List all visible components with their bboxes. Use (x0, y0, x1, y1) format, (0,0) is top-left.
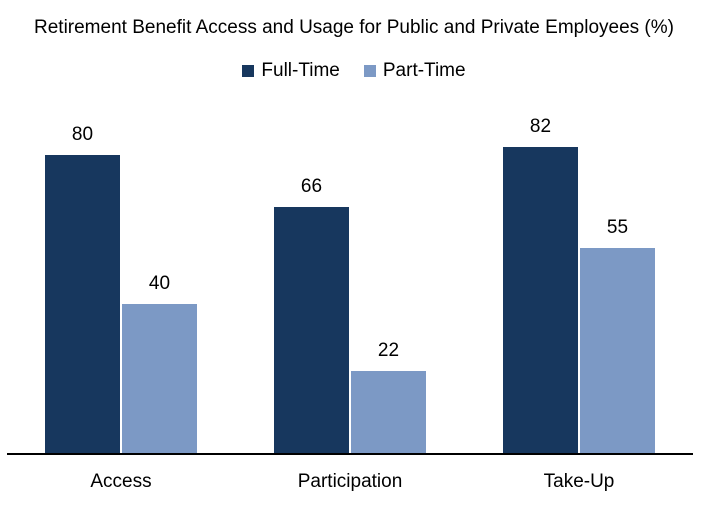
bar-groups: 80 40 66 22 82 55 (7, 80, 693, 453)
bar-part-time-take-up: 55 (580, 217, 655, 453)
bar-part-time-participation: 22 (351, 340, 426, 453)
data-label-part-time-participation: 22 (377, 340, 400, 361)
bar-group-take-up: 82 55 (503, 116, 655, 453)
category-label-access: Access (90, 471, 152, 492)
bar-group-access: 80 40 (45, 124, 197, 453)
bar-group-participation: 66 22 (274, 176, 426, 453)
bar-part-time-access: 40 (122, 273, 197, 453)
data-label-part-time-access: 40 (148, 273, 171, 294)
legend-item-part-time: Part-Time (363, 60, 466, 82)
category-label-participation: Participation (297, 471, 403, 492)
chart-title: Retirement Benefit Access and Usage for … (34, 17, 674, 38)
legend-label: Full-Time (261, 60, 340, 81)
data-label-full-time-participation: 66 (300, 176, 323, 197)
bar-full-time-participation: 66 (274, 176, 349, 453)
data-label-full-time-take-up: 82 (529, 116, 552, 137)
legend-item-full-time: Full-Time (242, 60, 340, 82)
legend-swatch-icon (242, 65, 255, 77)
category-label-take-up: Take-Up (543, 471, 615, 492)
data-label-full-time-access: 80 (71, 124, 94, 145)
legend: Full-Time Part-Time (0, 60, 708, 82)
bar-full-time-access: 80 (45, 124, 120, 453)
bar-full-time-take-up: 82 (503, 116, 578, 453)
category-axis: Access Participation Take-Up (7, 471, 693, 493)
plot-area: 80 40 66 22 82 55 (7, 80, 693, 455)
legend-swatch-icon (363, 65, 376, 77)
data-label-part-time-take-up: 55 (606, 217, 629, 238)
legend-label: Part-Time (382, 60, 466, 81)
